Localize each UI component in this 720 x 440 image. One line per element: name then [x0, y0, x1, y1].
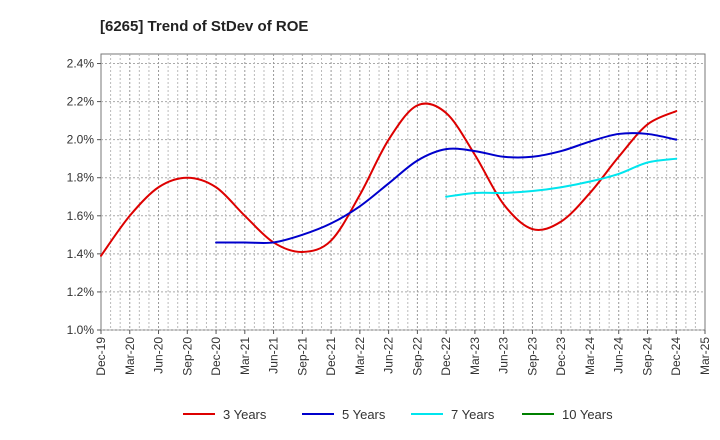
legend-label-5-years: 5 Years [342, 407, 386, 422]
x-tick-label: Mar-20 [123, 337, 137, 375]
y-tick-label: 2.0% [67, 133, 95, 147]
x-tick-label: Sep-21 [295, 337, 309, 376]
y-tick-label: 1.2% [67, 285, 95, 299]
y-tick-label: 1.6% [67, 209, 95, 223]
y-tick-label: 1.8% [67, 171, 95, 185]
x-tick-label: Jun-20 [152, 337, 166, 374]
legend-label-3-years: 3 Years [223, 407, 267, 422]
series-line-5-years [215, 132, 678, 244]
x-tick-label: Dec-23 [554, 337, 568, 376]
y-tick-label: 1.0% [67, 323, 95, 337]
x-tick-label: Sep-23 [525, 337, 539, 376]
x-tick-label: Mar-25 [698, 337, 712, 375]
x-tick-label: Mar-23 [468, 337, 482, 375]
x-tick-label: Dec-21 [324, 337, 338, 376]
x-tick-label: Jun-24 [612, 337, 626, 374]
x-axis: Dec-19 Mar-20 Jun-20 Sep-20 Dec-20 Mar-21 Jun-… [94, 330, 712, 376]
legend-label-10-years: 10 Years [562, 407, 613, 422]
plot-area [100, 53, 706, 331]
legend-label-7-years: 7 Years [451, 407, 495, 422]
x-tick-label: Jun-21 [267, 337, 281, 374]
x-tick-label: Dec-20 [209, 337, 223, 376]
series-line-7-years [445, 157, 678, 198]
x-tick-label: Mar-24 [583, 337, 597, 375]
chart-title: [6265] Trend of StDev of ROE [100, 18, 308, 35]
y-tick-label: 2.4% [67, 57, 95, 71]
legend: 3 Years 5 Years 7 Years 10 Years [183, 407, 613, 422]
y-axis: 1.0% 1.2% 1.4% 1.6% 1.8% 2.0% 2.2% 2.4% [67, 57, 101, 337]
y-tick-label: 1.4% [67, 247, 95, 261]
y-tick-label: 2.2% [67, 95, 95, 109]
series-line-3-years [100, 102, 678, 257]
x-tick-label: Sep-20 [180, 337, 194, 376]
x-tick-label: Dec-19 [94, 337, 108, 376]
x-tick-label: Mar-22 [353, 337, 367, 375]
x-tick-label: Sep-24 [640, 337, 654, 376]
x-tick-label: Jun-22 [382, 337, 396, 374]
x-tick-label: Mar-21 [238, 337, 252, 375]
x-tick-label: Sep-22 [410, 337, 424, 376]
x-tick-label: Jun-23 [497, 337, 511, 374]
x-tick-label: Dec-24 [669, 337, 683, 376]
x-tick-label: Dec-22 [439, 337, 453, 376]
grid [101, 54, 705, 331]
series-lines [100, 102, 678, 257]
